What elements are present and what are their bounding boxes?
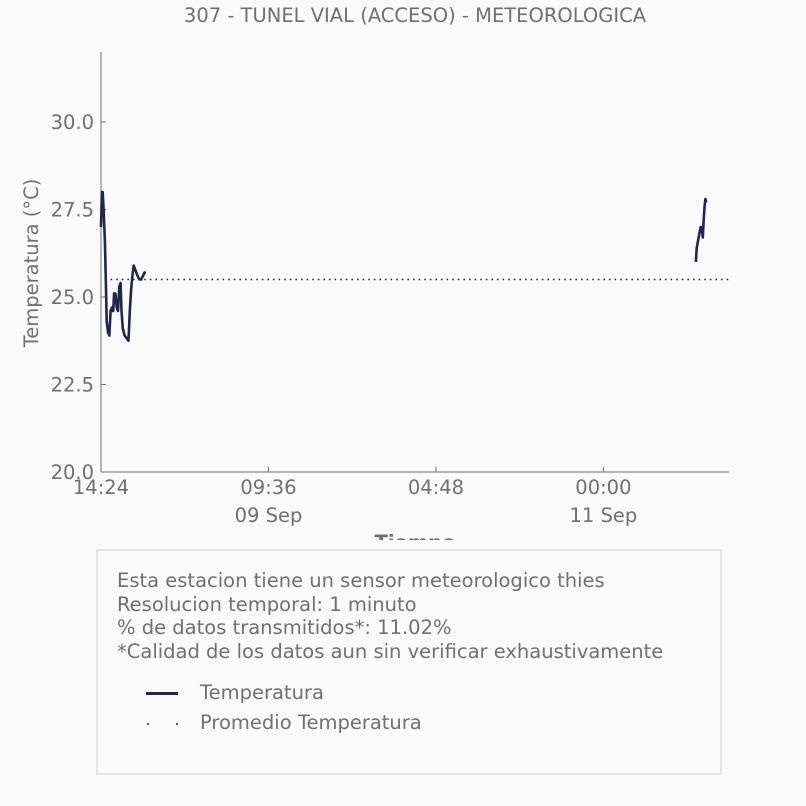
y-tick-label: 30.0 <box>51 111 94 134</box>
y-axis-label: Temperatura (°C) <box>20 179 43 349</box>
y-tick-label: 25.0 <box>51 286 94 309</box>
x-tick-label: 04:48 <box>408 476 464 499</box>
temperature-series-line <box>694 197 708 263</box>
y-tick-label: 20.0 <box>51 461 94 484</box>
info-line-resolution: Resolucion temporal: 1 minuto <box>117 592 417 616</box>
chart-title: 307 - TUNEL VIAL (ACCESO) - METEOROLOGIC… <box>184 4 647 27</box>
dotted-line-icon <box>147 723 178 725</box>
info-text: Esta estacion tiene un sensor meteorolog… <box>117 569 663 663</box>
info-line-sensor: Esta estacion tiene un sensor meteorolog… <box>117 569 605 592</box>
y-tick-label: 27.5 <box>51 199 94 222</box>
temperature-series-line <box>99 190 146 343</box>
info-box: Esta estacion tiene un sensor meteorolog… <box>96 549 722 775</box>
legend-label: Temperatura <box>200 681 324 704</box>
x-tick-label: 00:00 <box>575 476 631 499</box>
info-line-quality: *Calidad de los datos aun sin verificar … <box>117 639 664 663</box>
y-tick-label: 22.5 <box>51 374 94 397</box>
info-line-transmitted: % de datos transmitidos*: 11.02% <box>117 616 452 639</box>
x-tick-date-label: 09 Sep <box>235 504 303 527</box>
x-tick-date-label: 11 Sep <box>570 504 638 527</box>
x-axis-label: Tiempo <box>375 531 456 540</box>
legend-label: Promedio Temperatura <box>200 711 422 734</box>
solid-line-icon <box>146 692 178 695</box>
x-tick-label: 14:24 <box>73 476 129 499</box>
chart: 307 - TUNEL VIAL (ACCESO) - METEOROLOGIC… <box>20 4 729 540</box>
x-tick-label: 09:36 <box>240 476 296 499</box>
